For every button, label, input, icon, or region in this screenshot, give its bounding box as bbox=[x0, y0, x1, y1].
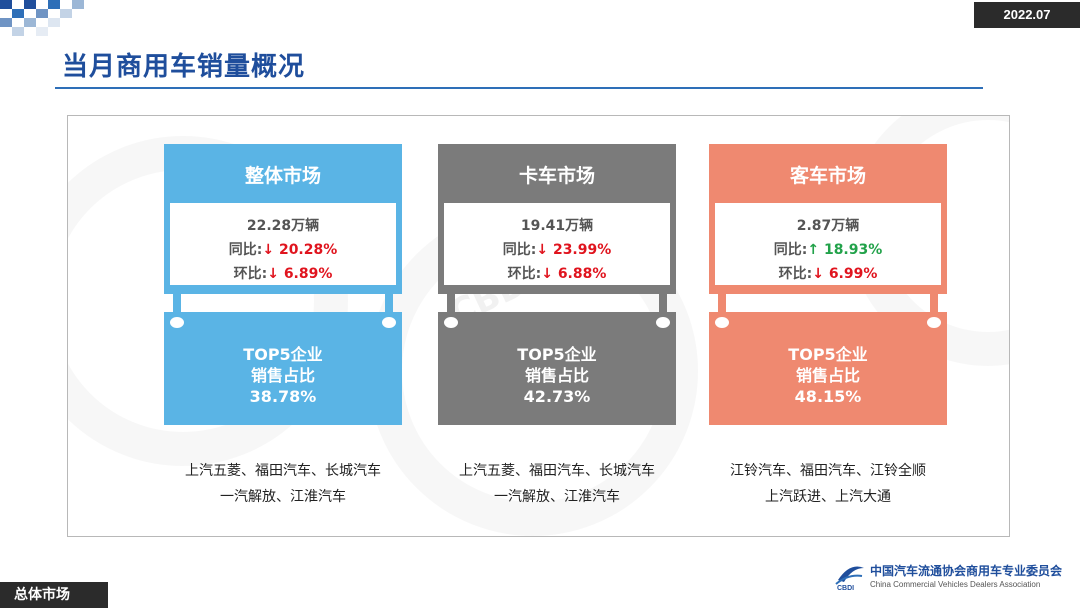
org-name-en: China Commercial Vehicles Dealers Associ… bbox=[870, 580, 1041, 589]
corner-checker-decoration bbox=[0, 0, 90, 40]
organization-logo: CBDI 中国汽车流通协会商用车专业委员会 China Commercial V… bbox=[834, 560, 1064, 596]
top5-label: TOP5企业 bbox=[788, 345, 868, 364]
arrow-down-icon: ↓ bbox=[262, 242, 275, 258]
yoy-value: 23.99% bbox=[552, 242, 612, 258]
main-panel: CBDI 整体市场 22.28万辆 同比:↓ 20.28% 环比:↓ 6.89%… bbox=[67, 115, 1010, 537]
peg-hole-right bbox=[382, 317, 396, 328]
connector-left bbox=[173, 294, 181, 312]
market-total-volume: 19.41万辆 bbox=[520, 218, 594, 234]
mom-row: 环比:↓ 6.99% bbox=[715, 263, 941, 283]
top5-share-value: 42.73% bbox=[523, 387, 591, 406]
market-stats: 2.87万辆 同比:↑ 18.93% 环比:↓ 6.99% bbox=[715, 203, 941, 285]
logo-text: CBDI bbox=[837, 585, 854, 592]
peg-hole-right bbox=[927, 317, 941, 328]
page-title: 当月商用车销量概况 bbox=[62, 52, 306, 82]
yoy-row: 同比:↑ 18.93% bbox=[715, 239, 941, 259]
market-title: 整体市场 bbox=[244, 165, 321, 187]
top5-share-box: TOP5企业 销售占比 38.78% bbox=[164, 312, 402, 425]
top5-companies: 上汽五菱、福田汽车、长城汽车 一汽解放、江淮汽车 bbox=[418, 458, 696, 510]
market-total-volume: 22.28万辆 bbox=[246, 218, 320, 234]
connector-right bbox=[385, 294, 393, 312]
arrow-down-icon: ↓ bbox=[536, 242, 549, 258]
top5-share-box: TOP5企业 销售占比 48.15% bbox=[709, 312, 947, 425]
market-header-box: 整体市场 22.28万辆 同比:↓ 20.28% 环比:↓ 6.89% bbox=[164, 144, 402, 294]
companies-line-1: 上汽五菱、福田汽车、长城汽车 bbox=[185, 463, 381, 479]
connector-left bbox=[718, 294, 726, 312]
yoy-label: 同比: bbox=[228, 242, 263, 258]
arrow-down-icon: ↓ bbox=[267, 266, 279, 282]
yoy-label: 同比: bbox=[773, 242, 808, 258]
top5-share-value: 38.78% bbox=[249, 387, 317, 406]
arrow-up-icon: ↑ bbox=[807, 242, 820, 258]
mom-label: 环比: bbox=[233, 266, 268, 282]
market-stats: 19.41万辆 同比:↓ 23.99% 环比:↓ 6.88% bbox=[444, 203, 670, 285]
companies-line-1: 上汽五菱、福田汽车、长城汽车 bbox=[459, 463, 655, 479]
companies-line-2: 一汽解放、江淮汽车 bbox=[494, 489, 620, 505]
top5-companies: 上汽五菱、福田汽车、长城汽车 一汽解放、江淮汽车 bbox=[144, 458, 422, 510]
org-name-cn: 中国汽车流通协会商用车专业委员会 bbox=[870, 564, 1063, 578]
yoy-row: 同比:↓ 20.28% bbox=[170, 239, 396, 259]
market-header-box: 卡车市场 19.41万辆 同比:↓ 23.99% 环比:↓ 6.88% bbox=[438, 144, 676, 294]
top5-share-value: 48.15% bbox=[794, 387, 862, 406]
market-title: 客车市场 bbox=[789, 165, 866, 187]
market-total-volume: 2.87万辆 bbox=[796, 218, 860, 234]
peg-hole-left bbox=[444, 317, 458, 328]
yoy-label: 同比: bbox=[502, 242, 537, 258]
arrow-down-icon: ↓ bbox=[541, 266, 553, 282]
mom-value: 6.99% bbox=[828, 266, 878, 282]
mom-value: 6.89% bbox=[283, 266, 333, 282]
market-title: 卡车市场 bbox=[518, 165, 595, 187]
peg-hole-left bbox=[170, 317, 184, 328]
date-badge: 2022.07 bbox=[974, 2, 1080, 28]
top5-label: TOP5企业 bbox=[243, 345, 323, 364]
mom-row: 环比:↓ 6.89% bbox=[170, 263, 396, 283]
top5-companies: 江铃汽车、福田汽车、江铃全顺 上汽跃进、上汽大通 bbox=[689, 458, 967, 510]
peg-hole-left bbox=[715, 317, 729, 328]
cbdi-logo-icon: CBDI bbox=[835, 566, 864, 592]
mom-label: 环比: bbox=[507, 266, 542, 282]
yoy-value: 18.93% bbox=[823, 242, 883, 258]
top5-sublabel: 销售占比 bbox=[250, 366, 315, 385]
companies-line-2: 一汽解放、江淮汽车 bbox=[220, 489, 346, 505]
market-header-box: 客车市场 2.87万辆 同比:↑ 18.93% 环比:↓ 6.99% bbox=[709, 144, 947, 294]
top5-sublabel: 销售占比 bbox=[524, 366, 589, 385]
title-divider bbox=[55, 87, 983, 89]
yoy-value: 20.28% bbox=[278, 242, 338, 258]
market-stats: 22.28万辆 同比:↓ 20.28% 环比:↓ 6.89% bbox=[170, 203, 396, 285]
top5-label: TOP5企业 bbox=[517, 345, 597, 364]
arrow-down-icon: ↓ bbox=[812, 266, 824, 282]
connector-right bbox=[930, 294, 938, 312]
top5-sublabel: 销售占比 bbox=[795, 366, 860, 385]
mom-row: 环比:↓ 6.88% bbox=[444, 263, 670, 283]
connector-right bbox=[659, 294, 667, 312]
yoy-row: 同比:↓ 23.99% bbox=[444, 239, 670, 259]
connector-left bbox=[447, 294, 455, 312]
companies-line-1: 江铃汽车、福田汽车、江铃全顺 bbox=[730, 463, 926, 479]
top5-share-box: TOP5企业 销售占比 42.73% bbox=[438, 312, 676, 425]
section-tag: 总体市场 bbox=[0, 582, 108, 608]
companies-line-2: 上汽跃进、上汽大通 bbox=[765, 489, 891, 505]
mom-value: 6.88% bbox=[557, 266, 607, 282]
mom-label: 环比: bbox=[778, 266, 813, 282]
peg-hole-right bbox=[656, 317, 670, 328]
